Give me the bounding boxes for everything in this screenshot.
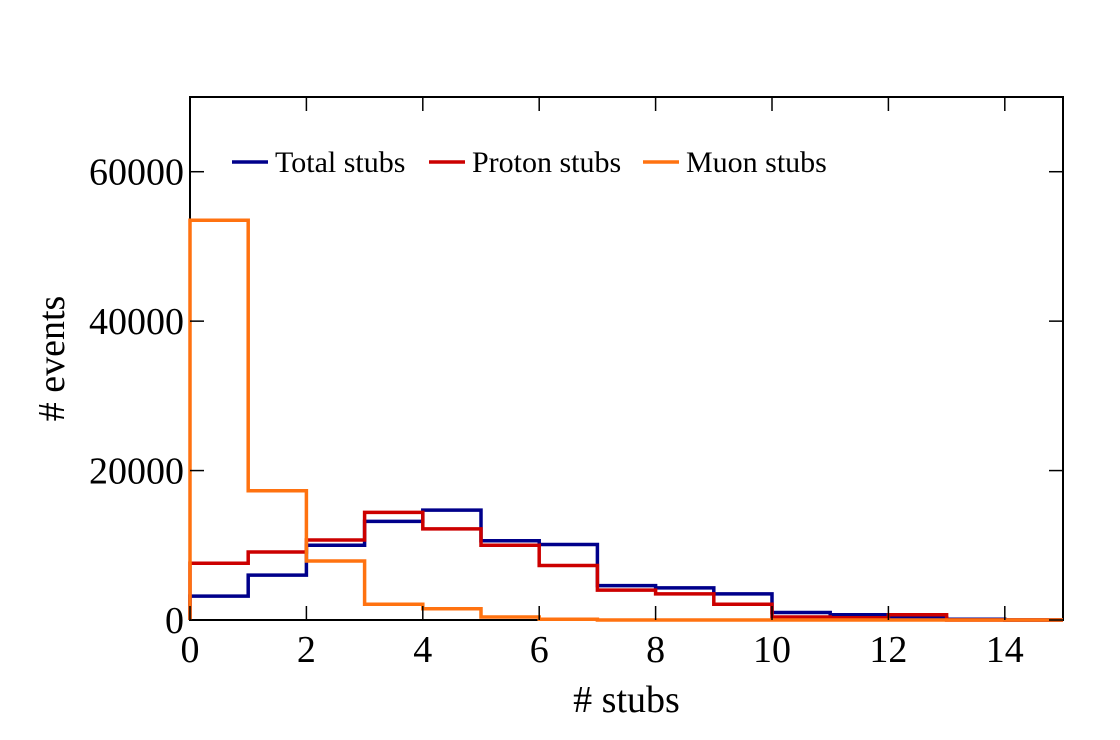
- y-axis-label: # events: [31, 296, 73, 422]
- x-tick-label: 6: [530, 629, 549, 671]
- x-tick-label: 14: [986, 629, 1024, 671]
- y-tick-label: 0: [165, 600, 184, 642]
- y-tick-label: 60000: [89, 152, 184, 194]
- y-tick-label: 20000: [89, 451, 184, 493]
- series-line-0: [188, 508, 1063, 622]
- x-tick-label: 4: [413, 629, 432, 671]
- series-line-1: [188, 510, 1063, 622]
- legend-label: Proton stubs: [472, 146, 621, 179]
- y-tick-label: 40000: [89, 301, 184, 343]
- x-axis-label: # stubs: [573, 679, 680, 721]
- x-tick-label: 10: [753, 629, 791, 671]
- legend-label: Muon stubs: [686, 146, 827, 179]
- x-tick-label: 2: [297, 629, 316, 671]
- legend-label: Total stubs: [275, 146, 405, 179]
- x-tick-label: 12: [869, 629, 907, 671]
- x-tick-label: 8: [646, 629, 665, 671]
- series-line-2: [188, 218, 1063, 622]
- x-tick-label: 0: [181, 629, 200, 671]
